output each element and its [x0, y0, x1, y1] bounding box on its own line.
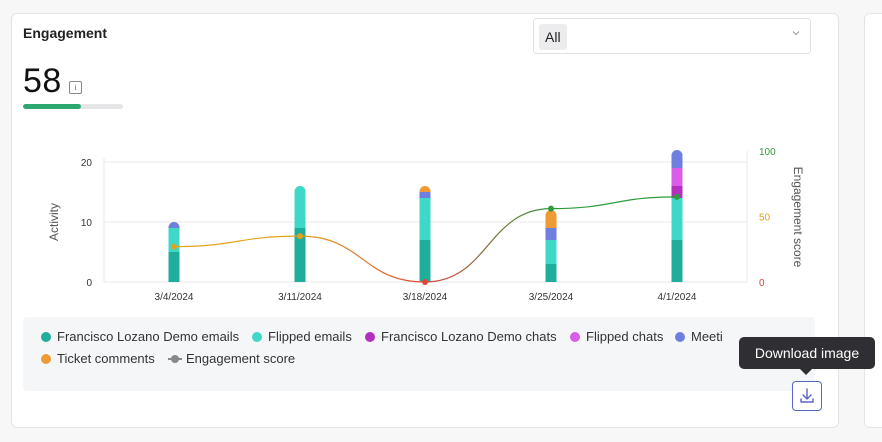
legend-label: Meeti: [691, 329, 723, 344]
engagement-score-point: [548, 205, 554, 212]
adjacent-card: [864, 13, 882, 428]
bar-segment: [671, 150, 683, 168]
legend-label: Francisco Lozano Demo emails: [57, 329, 240, 344]
legend-item-engagement-score[interactable]: Engagement score: [168, 351, 295, 366]
legend-item-fl-emails[interactable]: Francisco Lozano Demo emails: [41, 329, 239, 344]
bar-segment: [419, 192, 431, 198]
bar-segment: [419, 198, 431, 240]
score-progress-fill: [23, 104, 81, 109]
download-icon: [800, 388, 814, 403]
x-tick-label: 3/18/2024: [403, 292, 448, 303]
legend-label: Ticket comments: [57, 351, 155, 366]
bar-segment: [545, 210, 557, 228]
legend-item-meetings[interactable]: Meeti: [675, 329, 723, 344]
filter-selected-value: All: [539, 24, 567, 50]
y-tick-label: 0: [86, 278, 92, 289]
download-tooltip: Download image: [739, 337, 875, 375]
engagement-score-line: [550, 196, 678, 210]
filter-select[interactable]: All: [533, 18, 811, 54]
legend-swatch: [41, 354, 51, 364]
bar-segment: [671, 198, 683, 240]
y2-tick-label: 100: [759, 147, 776, 158]
x-tick-label: 3/11/2024: [278, 292, 322, 303]
bar-segment: [294, 186, 306, 228]
y2-axis-title: Engagement score: [791, 167, 805, 268]
bar-segment: [419, 186, 431, 192]
score-progress-bar: [23, 104, 123, 109]
bar-segment: [168, 228, 180, 252]
y-axis-title: Activity: [47, 203, 61, 241]
engagement-score-point: [297, 233, 303, 240]
bar-segment: [545, 240, 557, 264]
bar-segment: [168, 252, 180, 282]
legend-label: Flipped chats: [586, 329, 664, 344]
x-tick-label: 4/1/2024: [658, 292, 697, 303]
chevron-down-icon: [792, 31, 800, 36]
engagement-score-point: [674, 193, 680, 200]
legend-item-flipped-chats[interactable]: Flipped chats: [570, 329, 663, 344]
legend-label: Flipped emails: [268, 329, 352, 344]
engagement-score-line: [424, 208, 552, 283]
bar-segment: [545, 228, 557, 240]
bar-segment: [545, 264, 557, 282]
bar-segment: [168, 222, 180, 228]
engagement-chart: 0 10 20 0 50 100 Activity Engagement score 3/4/2…: [47, 147, 805, 303]
chart-legend: Francisco Lozano Demo emails Flipped ema…: [23, 317, 815, 391]
engagement-score-line: [173, 235, 301, 248]
legend-swatch: [252, 332, 262, 342]
legend-label: Engagement score: [186, 351, 296, 366]
legend-item-fl-chats[interactable]: Francisco Lozano Demo chats: [365, 329, 557, 344]
engagement-score-point: [171, 243, 177, 250]
legend-swatch: [675, 332, 685, 342]
legend-label: Francisco Lozano Demo chats: [381, 329, 557, 344]
engagement-score-line: [299, 235, 426, 283]
engagement-score-value: 58: [23, 62, 62, 100]
y2-tick-label: 0: [759, 278, 765, 289]
bar-segment: [671, 240, 683, 282]
x-tick-label: 3/4/2024: [155, 292, 194, 303]
bar-segment: [294, 228, 306, 282]
legend-line-swatch: [168, 352, 182, 363]
y-tick-label: 10: [81, 218, 93, 229]
bar-segment: [671, 186, 683, 198]
card-title: Engagement: [23, 25, 108, 41]
x-tick-label: 3/25/2024: [529, 292, 574, 303]
bar-segment: [419, 240, 431, 282]
engagement-score-point: [422, 279, 428, 285]
legend-swatch: [41, 332, 51, 342]
legend-item-flipped-emails[interactable]: Flipped emails: [252, 329, 352, 344]
y-tick-label: 20: [81, 158, 93, 169]
legend-swatch: [570, 332, 580, 342]
download-image-button[interactable]: [792, 381, 822, 411]
legend-swatch: [365, 332, 375, 342]
info-icon[interactable]: i: [69, 81, 82, 94]
y2-tick-label: 50: [759, 213, 771, 224]
bar-segment: [671, 168, 683, 186]
legend-item-ticket-comments[interactable]: Ticket comments: [41, 351, 155, 366]
